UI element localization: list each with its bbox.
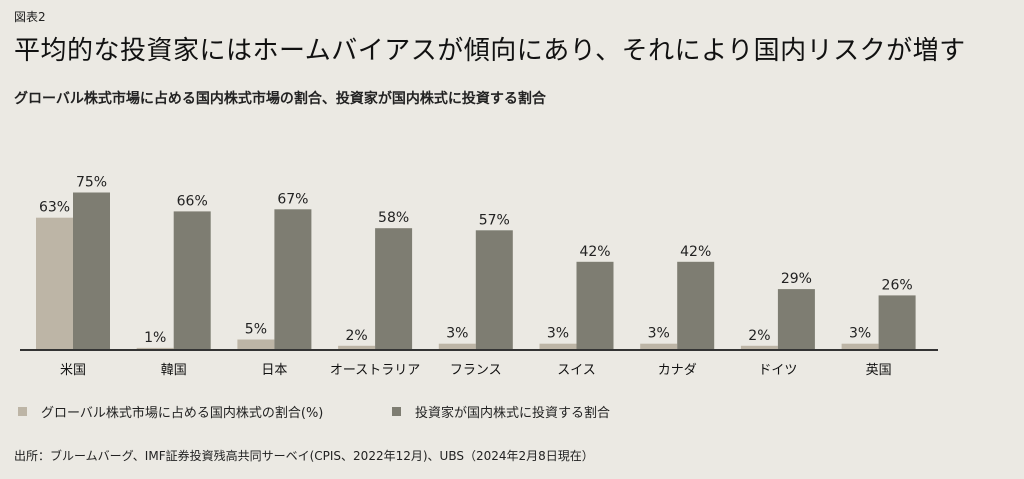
data-label-series-1-5: 3%: [547, 326, 569, 342]
bar-series-2-3: [375, 228, 413, 350]
data-label-series-1-3: 2%: [345, 328, 367, 344]
bar-series-1-4: [438, 343, 476, 350]
legend-label-series-2: 投資家が国内株式に投資する割合: [415, 406, 611, 421]
legend-swatch-series-2: [392, 407, 401, 416]
legend-swatch-series-1: [18, 407, 27, 416]
data-label-series-1-1: 1%: [144, 330, 166, 346]
bar-series-2-1: [173, 211, 211, 350]
chart-subtitle: グローバル株式市場に占める国内株式市場の割合、投資家が国内株式に投資する割合: [14, 91, 546, 107]
data-label-series-2-2: 67%: [277, 191, 308, 207]
category-label-7: ドイツ: [758, 363, 797, 378]
data-label-series-1-2: 5%: [245, 322, 267, 338]
data-label-series-1-4: 3%: [446, 326, 468, 342]
data-label-series-2-1: 66%: [177, 193, 208, 209]
bar-series-1-7: [740, 345, 778, 350]
bar-series-2-0: [73, 192, 110, 350]
data-label-series-2-5: 42%: [579, 244, 610, 260]
category-label-2: 日本: [261, 363, 287, 378]
bar-series-1-1: [136, 347, 174, 350]
bar-chart: 63% 75% 米国 1% 66% 韓国 5% 67% 日本 2% 58% オーストラリア 3% 57% フ…: [20, 175, 938, 378]
bar-series-2-4: [475, 230, 513, 350]
figure-label: 図表2: [14, 10, 46, 24]
legend-label-series-1: グローバル株式市場に占める国内株式の割合(%): [41, 406, 324, 421]
category-label-8: 英国: [866, 363, 892, 378]
category-label-0: 米国: [60, 363, 86, 378]
legend-item-domestic-market-share: グローバル株式市場に占める国内株式の割合(%): [18, 402, 323, 421]
bar-series-2-6: [677, 261, 715, 350]
data-label-series-1-7: 2%: [748, 328, 770, 344]
data-label-series-2-7: 29%: [781, 271, 812, 287]
category-label-6: カナダ: [658, 363, 697, 378]
bar-series-2-5: [576, 261, 614, 350]
bar-series-2-8: [878, 295, 916, 350]
data-label-series-1-8: 3%: [849, 326, 871, 342]
legend-item-domestic-investment-share: 投資家が国内株式に投資する割合: [392, 402, 610, 421]
data-label-series-2-4: 57%: [479, 212, 510, 228]
data-label-series-2-0: 75%: [76, 175, 107, 191]
legend: グローバル株式市場に占める国内株式の割合(%) 投資家が国内株式に投資する割合: [0, 402, 1024, 421]
bar-series-1-8: [841, 343, 879, 350]
data-label-series-2-6: 42%: [680, 244, 711, 260]
data-label-series-1-6: 3%: [648, 326, 670, 342]
bar-series-1-5: [539, 343, 577, 350]
bar-series-1-6: [640, 343, 678, 350]
source-note: 出所：ブルームバーグ、IMF証券投資残高共同サーベイ(CPIS、2022年12月…: [14, 449, 594, 463]
category-label-4: フランス: [450, 363, 502, 378]
bar-series-1-2: [237, 339, 275, 350]
bar-series-1-0: [36, 217, 73, 350]
category-label-5: スイス: [557, 363, 596, 378]
data-label-series-2-8: 26%: [882, 277, 913, 293]
data-label-series-2-3: 58%: [378, 210, 409, 226]
category-label-1: 韓国: [161, 363, 187, 378]
bar-series-2-7: [777, 289, 815, 350]
bar-series-2-2: [274, 209, 312, 350]
bar-series-1-3: [338, 345, 376, 350]
data-label-series-1-0: 63%: [39, 200, 70, 216]
category-label-3: オーストラリア: [330, 363, 420, 378]
chart-title: 平均的な投資家にはホームバイアスが傾向にあり、それにより国内リスクが増す: [14, 36, 966, 66]
